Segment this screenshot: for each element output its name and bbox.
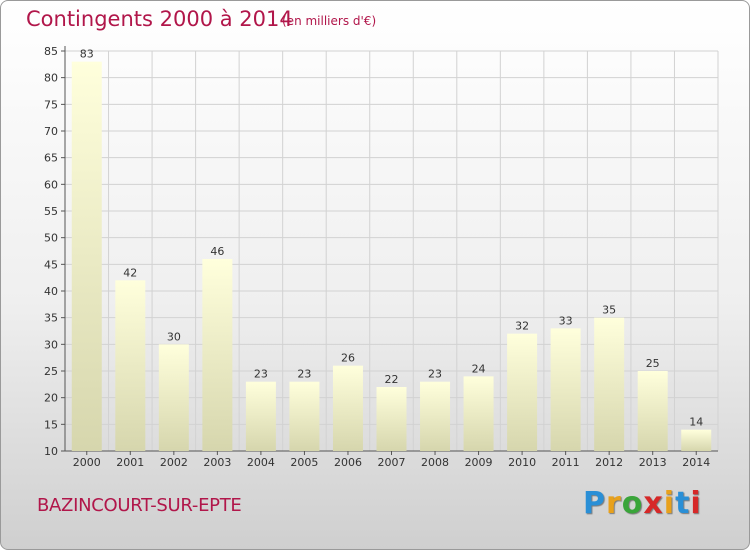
y-tick-label: 70 [44,125,58,138]
logo-letter: r [606,486,622,521]
bar-value-label: 33 [559,314,573,327]
bar [71,61,102,452]
bar-value-label: 23 [254,368,268,381]
bar-value-label: 24 [472,362,486,375]
y-tick-label: 40 [44,285,58,298]
bar [115,280,146,451]
bar [681,429,712,451]
bar [376,387,407,451]
x-tick-label: 2010 [508,456,536,469]
y-tick-label: 60 [44,178,58,191]
x-tick-label: 2004 [247,456,275,469]
bar-value-label: 46 [210,245,224,258]
logo-letter: i [663,486,676,521]
x-tick-label: 2001 [116,456,144,469]
x-tick-label: 2005 [290,456,318,469]
x-tick-label: 2002 [160,456,188,469]
y-tick-label: 85 [44,45,58,58]
bar [289,381,320,451]
bar-value-label: 25 [646,357,660,370]
bar-value-label: 32 [515,320,529,333]
chart-subtitle: (en milliers d'€) [282,14,377,28]
x-tick-label: 2012 [595,456,623,469]
bar [463,376,494,451]
y-tick-label: 20 [44,392,58,405]
logo-letter: t [675,486,691,521]
logo-letter: x [643,486,664,521]
bars [71,61,712,452]
y-tick-label: 10 [44,445,58,458]
x-tick-label: 2013 [639,456,667,469]
x-tick-label: 2006 [334,456,362,469]
x-tick-label: 2000 [73,456,101,469]
y-tick-label: 65 [44,152,58,165]
logo-letter: i [690,486,702,521]
y-tick-label: 45 [44,258,58,271]
x-tick-label: 2008 [421,456,449,469]
x-tick-label: 2003 [203,456,231,469]
chart-title: Contingents 2000 à 2014 [26,7,293,31]
labels: 10 15 20 25 30 35 40 45 50 55 60 65 70 75 80 85 83 2000 42… [44,45,710,469]
bar [420,381,451,451]
bar-value-label: 23 [297,368,311,381]
bar [594,317,625,451]
bar [507,333,538,451]
bar-value-label: 23 [428,368,442,381]
x-tick-label: 2014 [682,456,710,469]
bar [158,344,189,451]
bar [245,381,276,451]
proxiti-logo: Proxiti [583,486,702,521]
y-tick-label: 75 [44,98,58,111]
y-tick-label: 55 [44,205,58,218]
bar [202,259,233,451]
bar [550,328,581,451]
bar [332,365,363,451]
y-tick-label: 35 [44,312,58,325]
commune-name: BAZINCOURT-SUR-EPTE [37,495,242,516]
bar-value-label: 35 [602,304,616,317]
bar [637,371,668,451]
y-tick-label: 50 [44,232,58,245]
bar-value-label: 22 [385,373,399,386]
y-tick-label: 80 [44,72,58,85]
y-tick-label: 15 [44,418,58,431]
y-tick-label: 30 [44,338,58,351]
x-tick-label: 2007 [378,456,406,469]
bar-value-label: 30 [167,330,181,343]
bar-value-label: 42 [123,266,137,279]
logo-letter: P [583,486,606,521]
bar-value-label: 14 [689,416,703,429]
bar-value-label: 83 [80,48,94,61]
logo-letter: o [621,486,644,521]
x-tick-label: 2011 [552,456,580,469]
y-tick-label: 25 [44,365,58,378]
x-tick-label: 2009 [465,456,493,469]
bar-value-label: 26 [341,352,355,365]
